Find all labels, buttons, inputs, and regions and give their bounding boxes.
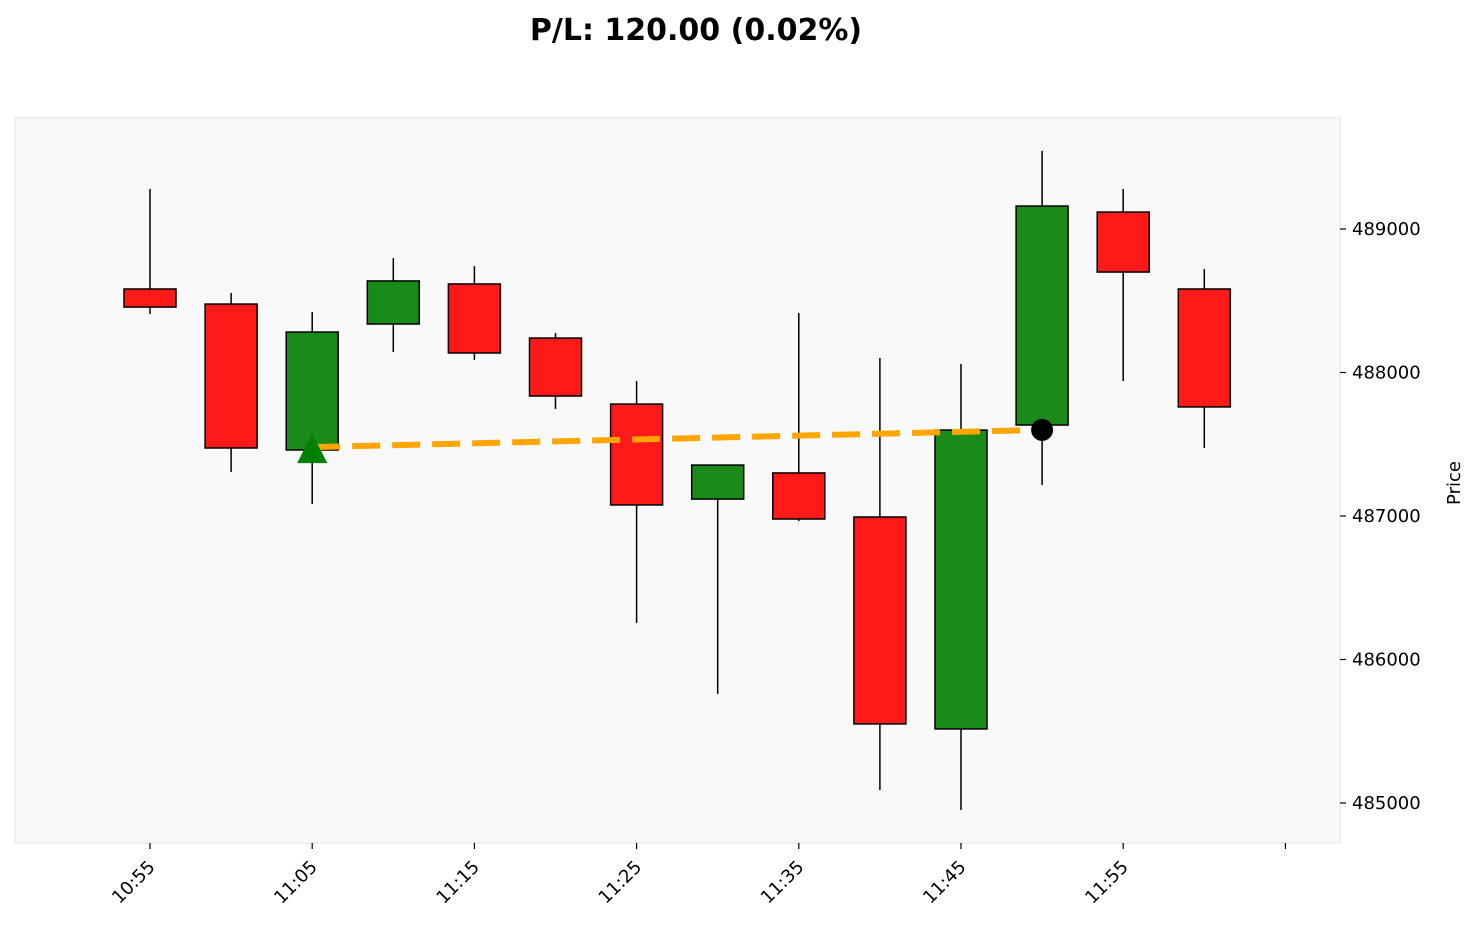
candle-body-down	[609, 403, 664, 506]
candle-body-down	[204, 303, 258, 449]
x-tick-label: 10:55	[108, 857, 160, 909]
trade-line	[312, 426, 1043, 451]
x-tick-label: 11:25	[595, 857, 647, 909]
x-tick-label: 11:45	[919, 857, 971, 909]
x-tick-label: 11:35	[757, 857, 809, 909]
x-tick-label: 11:15	[432, 857, 484, 909]
candle-body-up	[1015, 205, 1069, 426]
chart-title: P/L: 120.00 (0.02%)	[530, 13, 862, 48]
candle-body-up	[934, 429, 988, 730]
candle-body-down	[1177, 288, 1232, 408]
entry-marker-triangle	[297, 433, 328, 464]
candle-body-down	[853, 516, 907, 725]
y-tick-label: 487000	[1352, 506, 1421, 527]
x-tick-label: 11:55	[1081, 857, 1133, 909]
candle-body-down	[447, 283, 502, 354]
y-tick-label: 488000	[1352, 363, 1421, 384]
y-tick-label: 489000	[1352, 219, 1421, 240]
candle-body-up	[285, 331, 339, 451]
candle-body-up	[690, 464, 745, 500]
y-axis-label: Price	[1444, 461, 1465, 505]
candle-body-down	[772, 472, 826, 520]
candle-body-down	[1096, 211, 1150, 273]
x-tick-label: 11:05	[270, 857, 322, 909]
y-tick-label: 485000	[1352, 793, 1421, 814]
exit-marker-circle	[1031, 418, 1054, 441]
y-tick-label: 486000	[1352, 650, 1421, 671]
candle-body-down	[123, 288, 177, 308]
candle-body-down	[528, 337, 583, 397]
candle-body-up	[366, 280, 421, 325]
